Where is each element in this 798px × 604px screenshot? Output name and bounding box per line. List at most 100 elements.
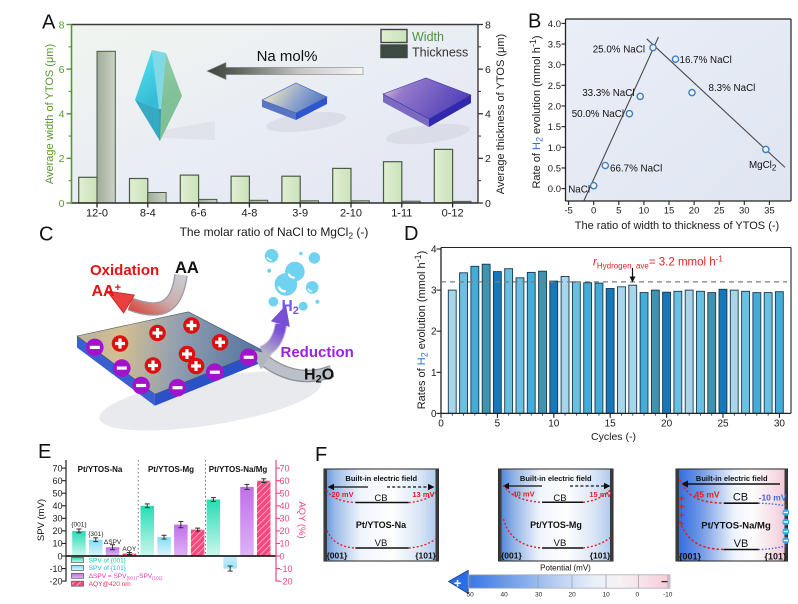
svg-text:-20: -20 — [49, 576, 62, 586]
svg-text:+: + — [678, 510, 684, 522]
svg-text:4: 4 — [59, 109, 65, 121]
svg-text:AA: AA — [175, 259, 199, 277]
svg-text:35: 35 — [764, 206, 775, 217]
svg-text:10: 10 — [52, 539, 62, 549]
svg-text:60: 60 — [280, 476, 290, 486]
svg-text:CB: CB — [553, 493, 566, 504]
svg-text:Na mol%: Na mol% — [257, 48, 318, 65]
svg-text:66.7% NaCl: 66.7% NaCl — [610, 164, 662, 175]
svg-text:4: 4 — [431, 245, 437, 256]
svg-text:15 mV: 15 mV — [589, 490, 611, 499]
svg-text:40: 40 — [280, 501, 290, 511]
svg-text:The ratio of width to thicknes: The ratio of width to thickness of YTOS … — [575, 220, 779, 232]
svg-text:10: 10 — [280, 539, 290, 549]
svg-text:0.0: 0.0 — [548, 184, 561, 195]
svg-text:6-6: 6-6 — [191, 208, 207, 220]
svg-text:Potential (mV): Potential (mV) — [540, 564, 591, 573]
svg-text:Pt/YTOS-Mg: Pt/YTOS-Mg — [148, 465, 194, 474]
svg-text:Pt/YTOS-Na: Pt/YTOS-Na — [78, 465, 123, 474]
svg-text:30: 30 — [739, 206, 750, 217]
svg-text:33.3% NaCl: 33.3% NaCl — [582, 88, 634, 99]
svg-text:AQY: AQY — [122, 546, 136, 553]
svg-text:Thickness: Thickness — [412, 46, 468, 60]
svg-text:2.0: 2.0 — [548, 102, 561, 113]
svg-text:+: + — [454, 576, 462, 591]
svg-text:1: 1 — [431, 368, 437, 379]
svg-text:+: + — [678, 519, 684, 531]
svg-text:Pt/YTOS-Na/Mg: Pt/YTOS-Na/Mg — [701, 521, 771, 532]
svg-text:F: F — [315, 444, 327, 466]
svg-text:Built-in electric field: Built-in electric field — [696, 474, 768, 483]
svg-text:{101}: {101} — [764, 552, 787, 562]
svg-text:0: 0 — [591, 206, 596, 217]
svg-text:ΔSPV = SPV{001}-SPV{101}: ΔSPV = SPV{001}-SPV{101} — [89, 573, 163, 581]
svg-text:CB: CB — [374, 493, 387, 504]
svg-text:Oxidation: Oxidation — [90, 262, 159, 279]
svg-text:-10: -10 — [280, 564, 293, 574]
svg-text:rHydrogen, ave= 3.2 mmol h-1: rHydrogen, ave= 3.2 mmol h-1 — [593, 255, 723, 271]
svg-text:3.5: 3.5 — [548, 40, 561, 51]
svg-text:15: 15 — [664, 206, 675, 217]
svg-text:Built-in electric field: Built-in electric field — [345, 474, 417, 483]
svg-text:{001}: {001} — [679, 552, 702, 562]
svg-text:0: 0 — [280, 551, 285, 561]
svg-text:SPV of {001}: SPV of {001} — [89, 557, 127, 564]
svg-text:70: 70 — [280, 463, 290, 473]
svg-text:Average width of YTOS (μm): Average width of YTOS (μm) — [44, 44, 56, 184]
svg-text:{001}: {001} — [71, 522, 87, 529]
svg-text:3: 3 — [431, 286, 437, 297]
svg-text:-10: -10 — [663, 592, 673, 599]
svg-text:20: 20 — [689, 206, 700, 217]
svg-text:−: − — [661, 575, 668, 589]
svg-text:A: A — [42, 12, 56, 34]
svg-text:50: 50 — [467, 592, 475, 599]
svg-text:70: 70 — [52, 463, 62, 473]
svg-text:-20: -20 — [280, 576, 293, 586]
svg-text:25: 25 — [714, 206, 725, 217]
svg-text:1.5: 1.5 — [548, 122, 561, 133]
svg-text:20: 20 — [280, 526, 290, 536]
svg-text:H2O: H2O — [304, 367, 334, 386]
svg-text:+: + — [678, 502, 684, 514]
svg-text:6: 6 — [485, 64, 491, 76]
svg-text:25.0% NaCl: 25.0% NaCl — [593, 45, 645, 56]
svg-text:ΔSPV: ΔSPV — [104, 539, 122, 546]
svg-text:16.7% NaCl: 16.7% NaCl — [680, 55, 732, 66]
svg-text:{001}: {001} — [501, 551, 522, 561]
svg-text:8: 8 — [59, 19, 65, 31]
svg-text:SPV of {101}: SPV of {101} — [89, 565, 127, 572]
svg-text:MgCl2: MgCl2 — [749, 160, 777, 173]
svg-text:E: E — [38, 441, 51, 463]
svg-text:0: 0 — [438, 419, 444, 430]
svg-text:AQY (%): AQY (%) — [296, 501, 307, 538]
svg-text:C: C — [39, 224, 53, 246]
svg-text:{101}: {101} — [415, 551, 436, 561]
svg-text:50.0% NaCl: 50.0% NaCl — [572, 109, 624, 120]
svg-text:10: 10 — [603, 592, 611, 599]
svg-text:The molar ratio of NaCl to MgC: The molar ratio of NaCl to MgCl2 (-) — [180, 225, 369, 241]
svg-text:SPV (mV): SPV (mV) — [36, 499, 47, 541]
svg-text:2.5: 2.5 — [548, 81, 561, 92]
svg-text:Average thickness of YTOS (μm): Average thickness of YTOS (μm) — [495, 34, 507, 194]
svg-text:20: 20 — [569, 592, 577, 599]
svg-text:45 mV: 45 mV — [695, 490, 720, 500]
svg-text:60: 60 — [52, 476, 62, 486]
svg-text:10: 10 — [639, 206, 650, 217]
svg-text:D: D — [404, 223, 418, 245]
svg-text:30: 30 — [52, 514, 62, 524]
svg-text:40: 40 — [501, 592, 509, 599]
svg-text:Pt/YTOS-Na/Mg: Pt/YTOS-Na/Mg — [209, 465, 268, 474]
svg-text:-10: -10 — [49, 564, 62, 574]
svg-text:VB: VB — [554, 538, 567, 549]
svg-text:0: 0 — [59, 198, 65, 210]
svg-text:{001}: {001} — [327, 551, 348, 561]
svg-text:1-11: 1-11 — [391, 208, 412, 220]
svg-text:0: 0 — [636, 592, 640, 599]
svg-text:0.5: 0.5 — [548, 163, 561, 174]
svg-text:VB: VB — [734, 538, 749, 550]
svg-text:AA+: AA+ — [92, 282, 122, 300]
svg-text:Cycles (-): Cycles (-) — [591, 431, 636, 443]
svg-text:40 mV: 40 mV — [513, 490, 535, 499]
svg-text:12-0: 12-0 — [86, 208, 108, 220]
svg-text:50: 50 — [52, 489, 62, 499]
